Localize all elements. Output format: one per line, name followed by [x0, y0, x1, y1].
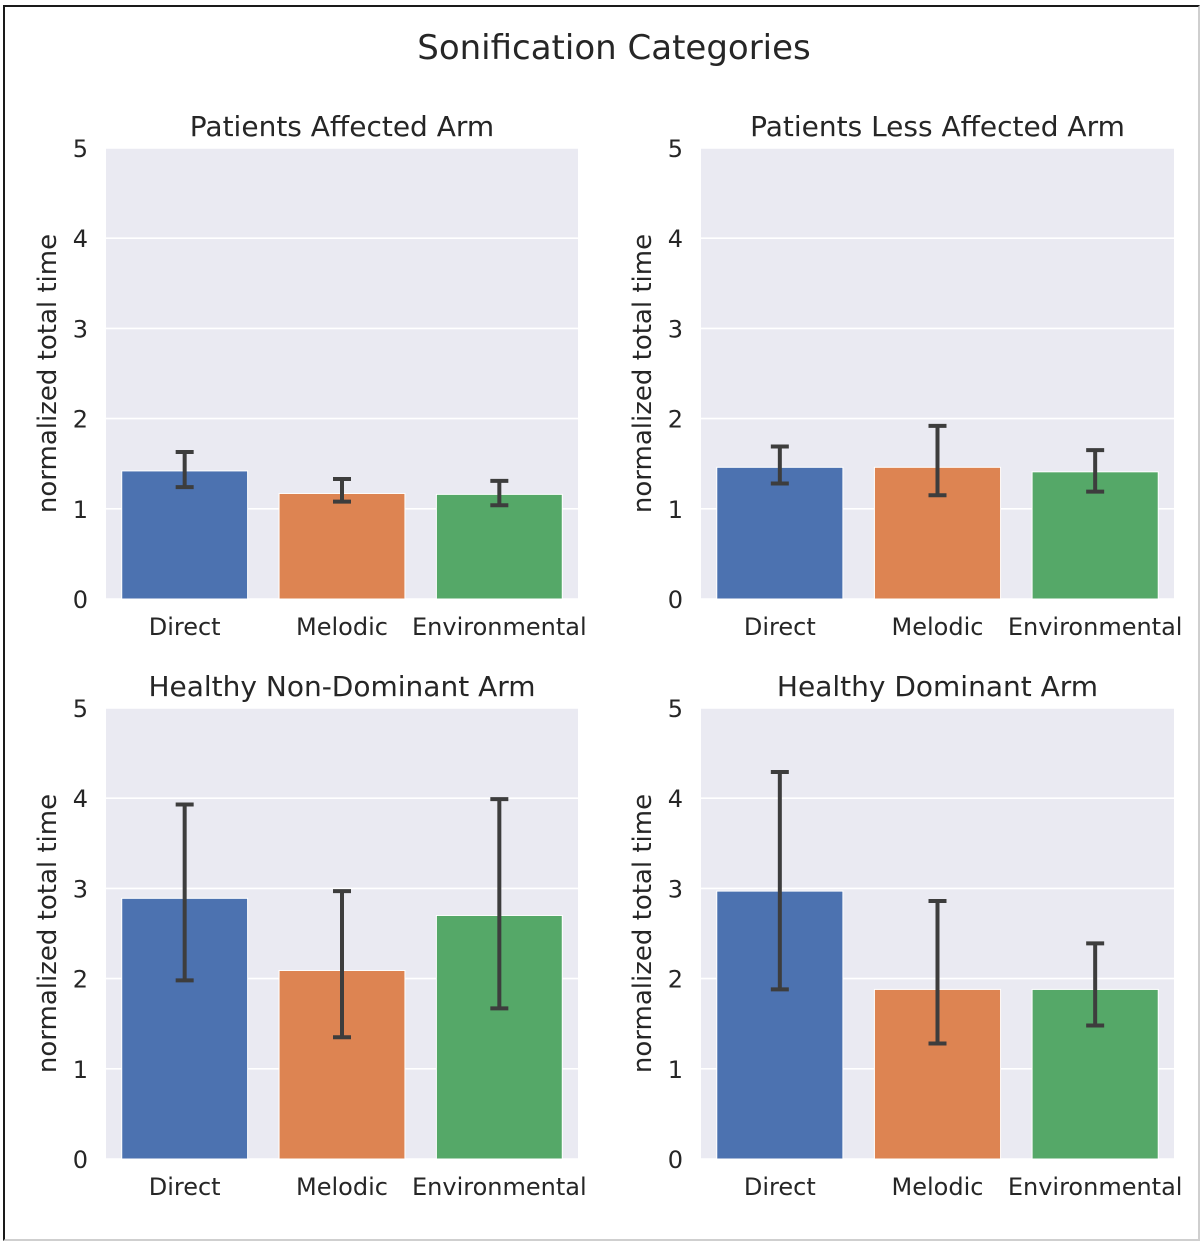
y-tick-label: 5	[668, 695, 683, 723]
y-tick-label: 2	[668, 406, 683, 434]
y-axis-label: normalized total time	[33, 234, 63, 513]
error-bar-melodic	[333, 889, 351, 1040]
y-tick-label: 0	[668, 1146, 683, 1174]
y-tick-label: 4	[73, 785, 88, 813]
x-tick-label: Direct	[149, 613, 221, 641]
y-tick-label: 5	[73, 135, 88, 163]
error-bar-environmental	[1086, 448, 1105, 494]
y-tick-label: 5	[73, 695, 88, 723]
y-axis-label: normalized total time	[628, 234, 658, 513]
x-tick-label: Environmental	[412, 1173, 587, 1201]
y-tick-label: 3	[668, 315, 683, 343]
x-tick-label: Environmental	[412, 613, 587, 641]
chart-title: Healthy Non-Dominant Arm	[148, 670, 535, 703]
y-tick-label: 0	[73, 586, 88, 614]
y-tick-label: 4	[668, 225, 683, 253]
x-tick-label: Melodic	[892, 613, 984, 641]
chart-panel-healthy-non-dominant-arm: 0 1 2 3 4 5 Healthy Non-Dominant Arm normalized…	[33, 670, 587, 1201]
error-bar-melodic	[928, 899, 947, 1046]
error-bar-direct	[770, 770, 789, 992]
chart-title: Patients Affected Arm	[190, 110, 494, 143]
y-tick-label: 5	[668, 135, 683, 163]
y-tick-label: 1	[668, 496, 683, 524]
y-axis-label: normalized total time	[33, 794, 63, 1073]
y-tick-label: 2	[73, 406, 88, 434]
error-bar-direct	[770, 444, 789, 486]
y-tick-label: 4	[668, 785, 683, 813]
x-tick-label: Direct	[149, 1173, 221, 1201]
y-tick-label: 0	[73, 1146, 88, 1174]
x-tick-label: Melodic	[296, 1173, 388, 1201]
y-tick-label: 0	[668, 586, 683, 614]
y-tick-label: 1	[668, 1056, 683, 1084]
error-bar-environmental	[490, 478, 509, 508]
error-bar-melodic	[333, 477, 351, 504]
y-tick-label: 1	[73, 1056, 88, 1084]
chart-panel-patients-affected-arm: 0 1 2 3 4 5 Patients Affected Arm normalized to…	[33, 110, 587, 641]
error-bar-environmental	[1086, 941, 1105, 1028]
x-tick-label: Melodic	[892, 1173, 984, 1201]
x-tick-label: Environmental	[1008, 1173, 1183, 1201]
x-tick-label: Environmental	[1008, 613, 1183, 641]
figure-title: Sonification Categories	[417, 28, 811, 68]
y-tick-label: 2	[668, 966, 683, 994]
error-bar-melodic	[928, 423, 947, 498]
y-axis-label: normalized total time	[628, 794, 658, 1073]
x-tick-label: Direct	[744, 1173, 816, 1201]
chart-panel-patients-less-affected-arm: 0 1 2 3 4 5 Patients Less Affected Arm normaliz…	[628, 110, 1182, 641]
x-tick-label: Melodic	[296, 613, 388, 641]
y-tick-label: 3	[668, 875, 683, 903]
y-tick-label: 3	[73, 875, 88, 903]
bar-direct	[121, 470, 249, 600]
y-tick-label: 3	[73, 315, 88, 343]
bar-melodic	[278, 492, 406, 600]
bar-direct	[716, 466, 844, 600]
y-tick-label: 1	[73, 496, 88, 524]
chart-title: Patients Less Affected Arm	[750, 110, 1125, 143]
error-bar-environmental	[490, 797, 509, 1011]
y-tick-label: 2	[73, 966, 88, 994]
x-tick-label: Direct	[744, 613, 816, 641]
error-bar-direct	[175, 449, 194, 490]
y-tick-label: 4	[73, 225, 88, 253]
chart-title: Healthy Dominant Arm	[777, 670, 1098, 703]
chart-panel-healthy-dominant-arm: 0 1 2 3 4 5 Healthy Dominant Arm normalized tot…	[628, 670, 1182, 1201]
bar-environmental	[435, 493, 563, 600]
error-bar-direct	[175, 802, 194, 983]
